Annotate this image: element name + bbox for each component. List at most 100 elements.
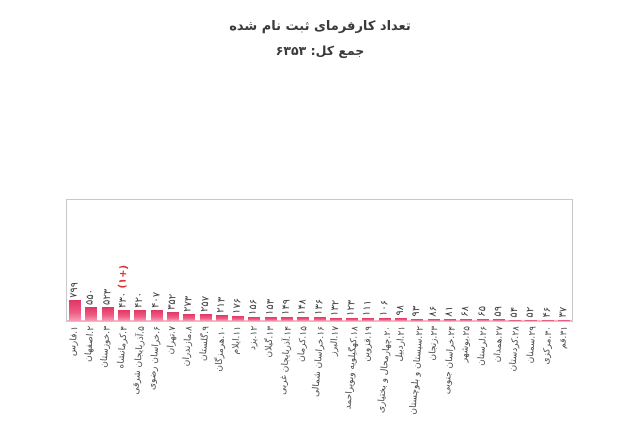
bar-slot: ۱۷۶ [230, 200, 246, 321]
x-label-slot: ۱۷.البرز [328, 326, 344, 415]
bar-value-label: ۱۲۳ [345, 299, 358, 317]
x-axis-label: ۱۸.کهگیلویه وبویراحمد [343, 325, 361, 410]
x-label-slot: ۲۷.همدان [491, 326, 507, 415]
bar-value-label: ۹۳ [410, 305, 423, 318]
x-label-slot: ۲۶.لرستان [475, 326, 491, 415]
bar [443, 319, 456, 321]
bar-value-label: ۱۴۹ [280, 298, 293, 316]
bar-value-label: ۱۰۶ [378, 299, 391, 317]
x-label-slot: ۵.آذربایجان شرقی [131, 326, 147, 415]
bar-slot: (+۱) ۴۳۰ [116, 200, 132, 321]
bar-slot: ۱۵۳ [263, 200, 279, 321]
bar-value-label: ۵۲۳ [101, 288, 114, 306]
bar [541, 320, 554, 321]
x-axis-label: ۲۶.لرستان [475, 325, 490, 367]
bar-slot: ۵۹ [491, 200, 507, 321]
x-axis-label: ۲۹.سمنان [525, 325, 539, 364]
bar [69, 300, 82, 321]
x-label-slot: ۸.مازندران [181, 326, 197, 415]
bar-slot: ۱۲۳ [344, 200, 360, 321]
bar-value-label: ۲۵۷ [198, 295, 212, 313]
bar [150, 310, 163, 321]
bar [346, 318, 359, 321]
bar-slot: ۱۰۶ [377, 200, 393, 321]
bar-slot: ۵۲۳ [100, 200, 116, 321]
bar-slot: ۶۸ [458, 200, 474, 321]
bar [232, 316, 245, 321]
x-axis-label: ۷.تهران [165, 325, 179, 355]
bar-value-label: ۱۵۳ [264, 298, 277, 316]
bar-value-label: ۴۶ [541, 306, 554, 319]
x-label-slot: ۲۹.سمنان [524, 326, 540, 415]
bar [166, 312, 179, 321]
bar-slot: ۷۹۹ [67, 200, 83, 321]
bar-value-label: ۲۷۳ [182, 295, 195, 313]
x-label-slot: ۱۱.ایلام [230, 326, 246, 415]
bar-value-label: ۴۳۰ [117, 291, 130, 309]
bar-value-label: ۲۱۳ [215, 296, 228, 314]
x-axis-label: ۶.خراسان رضوی [147, 325, 164, 391]
bar [264, 317, 277, 321]
bar [101, 307, 114, 321]
x-label-slot: ۳.خوزستان [99, 326, 115, 415]
x-label-slot: ۲۸.کردستان [508, 326, 524, 415]
bar-slot: ۵۵۰ [83, 200, 99, 321]
x-axis-labels: ۱.فارس ۲.اصفهان ۳.خوزستان ۴.کرمانشاه ۵.آذربا… [66, 326, 573, 415]
x-label-slot: ۱۰.هرمزگان [213, 326, 229, 415]
x-label-slot: ۱۶.خراسان شمالی [311, 326, 327, 415]
bar-slot: ۹۸ [393, 200, 409, 321]
bar-slot: ۱۴۸ [295, 200, 311, 321]
bar [509, 320, 522, 321]
x-axis-label: ۸.مازندران [181, 325, 195, 367]
bar-annotation: (+۱) [117, 264, 131, 290]
bar [411, 319, 424, 321]
x-axis-label: ۲۷.همدان [492, 325, 506, 363]
x-axis-label: ۱۴.آذربایجان غربی [278, 325, 295, 396]
x-label-slot: ۲۱.اردبیل [393, 326, 409, 415]
bar-value-label: ۵۵۰ [84, 288, 98, 306]
bars-container: ۷۹۹ ۵۵۰ ۵۲۳ (+۱) ۴۳۰ ۴۲۰ ۴۰۷ ۳۵۲ ۲۷۳ ۲۵۷ ۲۱۳ ۱۷۶ ۱۵۶… [67, 200, 572, 321]
x-axis-label: ۲۵.بوشهر [459, 325, 473, 363]
x-label-slot: ۶.خراسان رضوی [148, 326, 164, 415]
bar-slot: ۴۰۷ [148, 200, 164, 321]
chart-total-label: جمع کل: ۶۳۵۳ [275, 43, 365, 58]
x-label-slot: ۱۲.یزد [246, 326, 262, 415]
bar [313, 317, 326, 321]
x-axis-label: ۱۶.خراسان شمالی [310, 325, 328, 398]
bar-value-label: ۹۸ [394, 304, 407, 317]
bar [329, 318, 342, 321]
bar [558, 320, 571, 321]
bar [297, 317, 310, 321]
bar-slot: ۵۲ [523, 200, 539, 321]
x-label-slot: ۲۵.بوشهر [459, 326, 475, 415]
bar-value-label: ۴۲۰ [133, 291, 147, 309]
x-axis-label: ۹.گلستان [198, 325, 212, 362]
x-label-slot: ۲۲.سیستان و بلوچستان [408, 326, 426, 415]
bar [492, 319, 505, 321]
bar-slot: ۹۳ [409, 200, 425, 321]
bar [476, 319, 489, 321]
x-label-slot: ۹.گلستان [197, 326, 213, 415]
x-label-slot: ۷.تهران [164, 326, 180, 415]
bar-value-label: ۷۹۹ [68, 281, 81, 299]
bar [460, 319, 473, 321]
bar [248, 317, 261, 321]
x-label-slot: ۱.فارس [66, 326, 82, 415]
bar [85, 307, 98, 321]
bar-value-label: ۴۰۷ [149, 291, 163, 309]
bar-value-label: ۵۹ [492, 305, 505, 318]
x-label-slot: ۱۵.کرمان [295, 326, 311, 415]
bar-value-label: ۵۲ [525, 306, 537, 319]
bar [281, 317, 293, 321]
bar-slot: ۶۵ [474, 200, 490, 321]
x-label-slot: ۱۹.قزوین [360, 326, 376, 415]
x-axis-label: ۱۹.قزوین [361, 325, 375, 362]
x-label-slot: ۱۸.کهگیلویه وبویراحمد [343, 325, 361, 415]
bar-slot: ۲۱۳ [214, 200, 230, 321]
x-axis-label: ۲.اصفهان [83, 325, 97, 363]
bar-slot: ۲۵۷ [197, 200, 213, 321]
x-axis-label: ۲۰.چهارمحال و بختیاری [375, 325, 394, 414]
x-label-slot: ۱۴.آذربایجان غربی [278, 325, 295, 415]
bar-value-label: ۱۵۶ [247, 298, 261, 316]
x-label-slot: ۳۰.مرکزی [540, 326, 556, 415]
